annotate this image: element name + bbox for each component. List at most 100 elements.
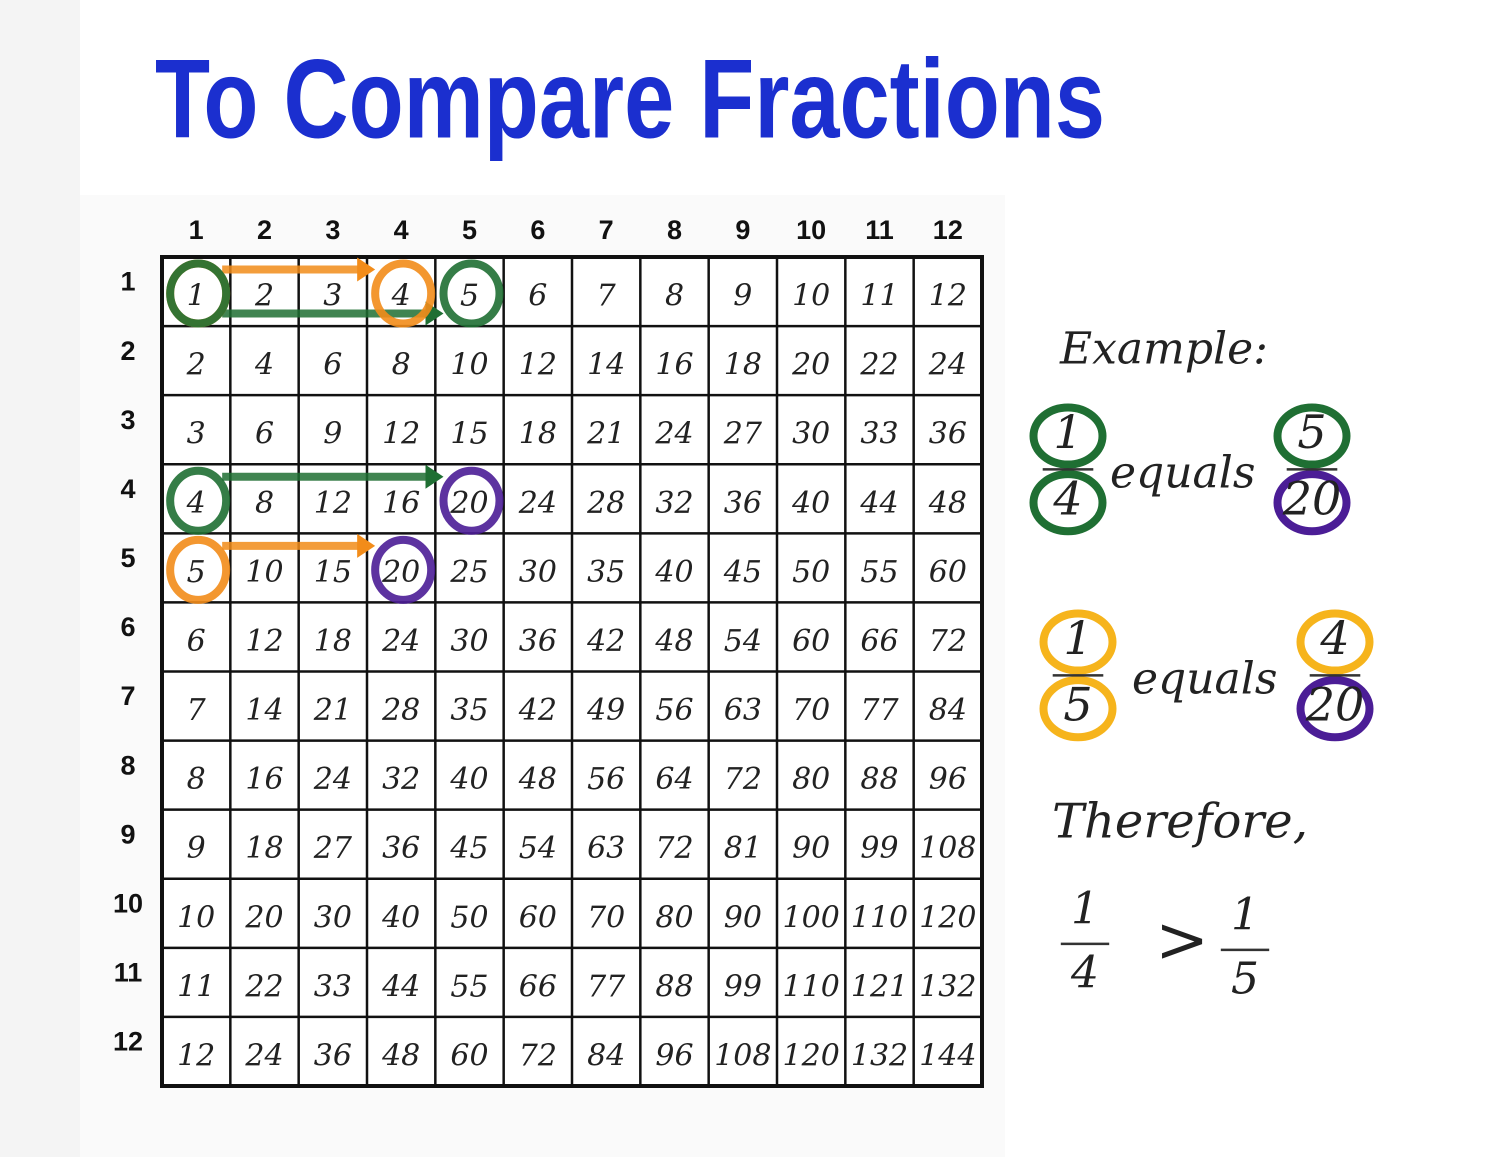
table-cell: 6 bbox=[255, 417, 274, 452]
cell-circle bbox=[166, 466, 231, 535]
table-cell: 88 bbox=[655, 969, 693, 1004]
table-cell: 44 bbox=[381, 969, 420, 1004]
table-cell: 132 bbox=[851, 1038, 908, 1073]
table-cell: 27 bbox=[313, 831, 353, 866]
column-header: 1 bbox=[189, 215, 204, 245]
numerator: 1 bbox=[1231, 890, 1259, 941]
table-cell: 8 bbox=[665, 279, 684, 314]
table-cell: 81 bbox=[724, 831, 762, 866]
row-header: 9 bbox=[120, 819, 135, 849]
column-header: 9 bbox=[735, 215, 750, 245]
table-cell: 55 bbox=[450, 969, 488, 1004]
table-cell: 66 bbox=[860, 624, 898, 659]
table-cell: 108 bbox=[714, 1038, 771, 1073]
table-cell: 42 bbox=[518, 693, 557, 728]
table-cell: 144 bbox=[919, 1038, 976, 1073]
denominator: 5 bbox=[1231, 953, 1259, 1004]
table-cell: 77 bbox=[587, 969, 626, 1004]
table-cell: 20 bbox=[381, 555, 420, 590]
fraction-circle bbox=[1039, 676, 1117, 742]
table-cell: 88 bbox=[860, 762, 898, 797]
table-cell: 14 bbox=[245, 693, 283, 728]
table-cell: 90 bbox=[724, 900, 762, 935]
table-cell: 9 bbox=[733, 279, 752, 314]
table-cell: 100 bbox=[783, 900, 840, 935]
table-cell: 60 bbox=[792, 624, 830, 659]
table-cell: 16 bbox=[245, 762, 283, 797]
table-cell: 99 bbox=[724, 969, 762, 1004]
table-cell: 3 bbox=[187, 417, 206, 452]
table-cell: 48 bbox=[654, 624, 693, 659]
relation: equals bbox=[1132, 654, 1277, 705]
table-cell: 4 bbox=[186, 486, 206, 521]
table-cell: 32 bbox=[382, 762, 420, 797]
numerator: 1 bbox=[1071, 884, 1099, 935]
column-header: 11 bbox=[865, 215, 894, 245]
table-cell: 36 bbox=[519, 624, 557, 659]
fraction-circle bbox=[1296, 676, 1374, 742]
table-cell: 45 bbox=[449, 831, 488, 866]
table-cell: 10 bbox=[450, 348, 488, 383]
column-header: 6 bbox=[530, 215, 545, 245]
table-cell: 45 bbox=[723, 555, 762, 590]
table-cell: 16 bbox=[382, 486, 420, 521]
column-header: 4 bbox=[394, 215, 409, 245]
title-strip bbox=[80, 0, 1500, 195]
table-cell: 70 bbox=[587, 900, 625, 935]
column-header: 10 bbox=[796, 215, 826, 245]
cell-circle bbox=[439, 259, 504, 328]
table-cell: 54 bbox=[724, 624, 762, 659]
table-cell: 12 bbox=[314, 486, 352, 521]
table-cell: 108 bbox=[919, 831, 976, 866]
column-header: 2 bbox=[257, 215, 272, 245]
table-cell: 84 bbox=[929, 693, 967, 728]
table-cell: 12 bbox=[519, 348, 557, 383]
arrow-head bbox=[357, 533, 376, 558]
table-cell: 10 bbox=[245, 555, 283, 590]
table-cell: 20 bbox=[791, 348, 830, 383]
table-cell: 63 bbox=[587, 831, 625, 866]
table-cell: 35 bbox=[587, 555, 625, 590]
cell-circle bbox=[371, 259, 436, 328]
table-cell: 30 bbox=[519, 555, 557, 590]
denominator: 4 bbox=[1070, 947, 1099, 998]
table-cell: 72 bbox=[929, 624, 967, 659]
table-cell: 1 bbox=[187, 279, 206, 314]
numerator: 5 bbox=[1297, 405, 1326, 459]
table-cell: 132 bbox=[919, 969, 976, 1004]
table-cell: 40 bbox=[654, 555, 693, 590]
row-header: 1 bbox=[120, 267, 135, 297]
table-cell: 48 bbox=[381, 1038, 420, 1073]
table-cell: 120 bbox=[919, 900, 976, 935]
table-cell: 70 bbox=[792, 693, 830, 728]
table-cell: 32 bbox=[655, 486, 693, 521]
table-cell: 12 bbox=[177, 1038, 215, 1073]
table-cell: 10 bbox=[792, 279, 830, 314]
table-cell: 36 bbox=[314, 1038, 352, 1073]
table-cell: 4 bbox=[391, 279, 411, 314]
table-cell: 54 bbox=[519, 831, 557, 866]
table-cell: 50 bbox=[792, 555, 830, 590]
table-cell: 110 bbox=[851, 900, 908, 935]
table-cell: 6 bbox=[323, 348, 342, 383]
row-header: 5 bbox=[120, 543, 135, 573]
table-cell: 9 bbox=[323, 417, 342, 452]
column-header: 3 bbox=[325, 215, 340, 245]
table-cell: 72 bbox=[655, 831, 693, 866]
table-cell: 35 bbox=[450, 693, 488, 728]
table-cell: 110 bbox=[783, 969, 840, 1004]
arrow-head bbox=[425, 464, 444, 489]
fraction-circle bbox=[1029, 403, 1107, 469]
denominator: 4 bbox=[1052, 472, 1082, 526]
table-cell: 3 bbox=[323, 279, 342, 314]
table-cell: 24 bbox=[313, 762, 352, 797]
table-cell: 121 bbox=[851, 969, 908, 1004]
table-cell: 6 bbox=[187, 624, 206, 659]
row-header: 12 bbox=[113, 1027, 143, 1057]
table-cell: 120 bbox=[783, 1038, 840, 1073]
denominator: 5 bbox=[1063, 678, 1092, 732]
column-header: 12 bbox=[933, 215, 963, 245]
table-cell: 63 bbox=[724, 693, 762, 728]
table-cell: 22 bbox=[859, 348, 898, 383]
